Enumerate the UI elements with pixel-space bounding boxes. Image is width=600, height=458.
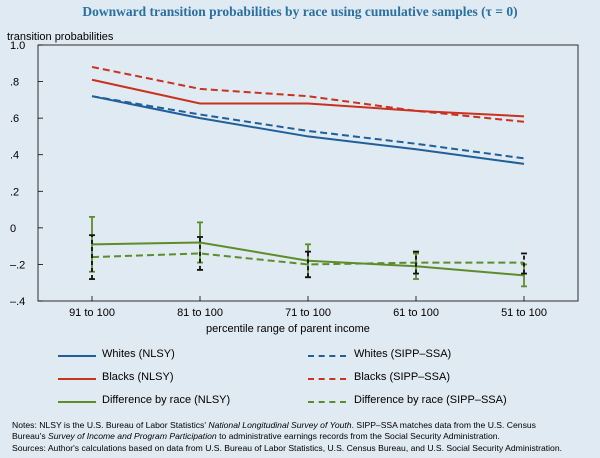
series-line: [91, 78, 525, 118]
series-line: [91, 95, 525, 160]
legend-label: Difference by race (NLSY): [102, 394, 231, 406]
y-tick-label: –.4: [10, 296, 25, 308]
y-tick-label: .6: [10, 113, 19, 125]
x-tick-label: 81 to 100: [177, 307, 223, 319]
notes-line-2: Bureau's Survey of Income and Program Pa…: [12, 431, 500, 442]
x-tick-label: 51 to 100: [501, 307, 547, 319]
legend-label: Whites (NLSY): [102, 348, 175, 360]
y-tick-label: 1.0: [10, 40, 25, 52]
legend-label: Whites (SIPP–SSA): [354, 348, 452, 360]
y-tick-label: 0: [10, 223, 16, 235]
chart-notes: Notes: NLSY is the U.S. Bureau of Labor …: [12, 420, 592, 454]
legend-label: Blacks (NLSY): [102, 371, 174, 383]
chart-title: Downward transition probabilities by rac…: [82, 4, 518, 19]
legend-swatch: [308, 401, 346, 403]
y-tick-label: .4: [10, 150, 19, 162]
x-tick-label: 91 to 100: [69, 307, 115, 319]
series-line: [91, 95, 525, 165]
x-tick-label: 71 to 100: [285, 307, 331, 319]
legend-label: Difference by race (SIPP–SSA): [354, 394, 507, 406]
legend-swatch: [308, 378, 346, 380]
y-tick-label: .8: [10, 77, 19, 89]
sources-line: Sources: Author's calculations based on …: [12, 442, 563, 453]
y-axis-label: transition probabilities: [7, 31, 114, 43]
legend-swatch: [308, 355, 346, 357]
legend-swatch: [58, 378, 96, 380]
series-line: [91, 252, 524, 266]
legend-swatch: [58, 355, 96, 357]
series-line: [91, 65, 525, 123]
notes-line-1: Notes: NLSY is the U.S. Bureau of Labor …: [12, 420, 536, 430]
x-axis-label: percentile range of parent income: [206, 323, 370, 335]
legend-label: Blacks (SIPP–SSA): [354, 371, 450, 383]
line-chart: 1.0 .8 .6 .4 .2 0 –.2 –.4 91 to 100 81 to 100 71 t…: [10, 40, 579, 335]
y-tick-label: –.2: [10, 259, 25, 271]
x-tick-label: 61 to 100: [393, 307, 439, 319]
legend-swatch: [58, 401, 96, 403]
y-tick-label: .2: [10, 186, 19, 198]
